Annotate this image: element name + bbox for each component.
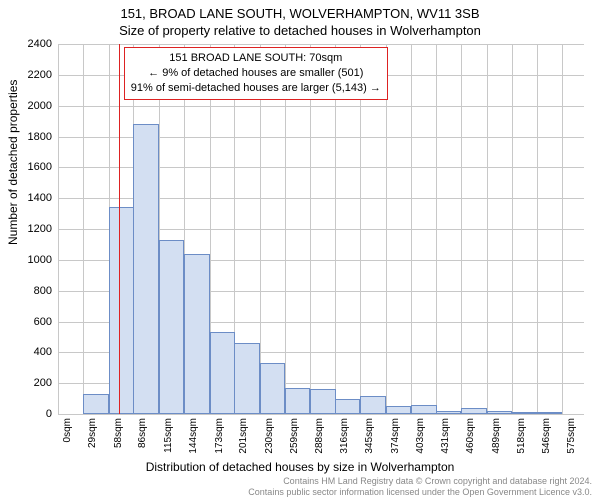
footer-line-1: Contains HM Land Registry data © Crown c… <box>0 476 592 487</box>
histogram-bar <box>159 240 184 414</box>
xtick-label: 230sqm <box>264 418 275 454</box>
title-sub: Size of property relative to detached ho… <box>0 21 600 38</box>
xtick-label: 460sqm <box>465 418 476 454</box>
histogram-bar <box>184 254 209 414</box>
chart-area: 0200400600800100012001400160018002000220… <box>58 44 584 414</box>
xtick-label: 546sqm <box>541 418 552 454</box>
plot-region: 0200400600800100012001400160018002000220… <box>58 44 584 414</box>
histogram-bar <box>487 411 512 414</box>
info-box-line: 151 BROAD LANE SOUTH: 70sqm <box>131 51 381 66</box>
xtick-label: 115sqm <box>163 418 174 453</box>
gridline-h <box>58 106 584 107</box>
x-axis-label: Distribution of detached houses by size … <box>0 460 600 474</box>
xtick-label: 29sqm <box>87 418 98 448</box>
gridline-v <box>436 44 437 414</box>
ytick-label: 2200 <box>12 69 52 81</box>
ytick-label: 2000 <box>12 100 52 112</box>
ytick-label: 400 <box>12 346 52 358</box>
xtick-label: 374sqm <box>390 418 401 454</box>
gridline-v <box>411 44 412 414</box>
xtick-label: 431sqm <box>440 418 451 454</box>
histogram-bar <box>411 405 436 414</box>
ytick-label: 1000 <box>12 254 52 266</box>
histogram-bar <box>83 394 108 414</box>
histogram-bar <box>537 412 562 414</box>
ytick-label: 1400 <box>12 192 52 204</box>
histogram-bar <box>310 389 335 414</box>
histogram-bar <box>461 408 486 414</box>
xtick-label: 144sqm <box>188 418 199 454</box>
ytick-label: 200 <box>12 377 52 389</box>
ytick-label: 2400 <box>12 38 52 50</box>
gridline-v <box>487 44 488 414</box>
histogram-bar <box>109 207 134 414</box>
histogram-bar <box>386 406 411 414</box>
ytick-label: 1800 <box>12 131 52 143</box>
footer-attribution: Contains HM Land Registry data © Crown c… <box>0 476 592 498</box>
title-main: 151, BROAD LANE SOUTH, WOLVERHAMPTON, WV… <box>0 0 600 21</box>
xtick-label: 489sqm <box>491 418 502 454</box>
xtick-label: 403sqm <box>415 418 426 454</box>
histogram-bar <box>234 343 259 414</box>
histogram-bar <box>285 388 310 414</box>
xtick-label: 58sqm <box>113 418 124 448</box>
xtick-label: 316sqm <box>339 418 350 454</box>
histogram-bar <box>436 411 461 414</box>
gridline-h <box>58 414 584 415</box>
histogram-bar <box>133 124 158 414</box>
gridline-v <box>461 44 462 414</box>
chart-container: 151, BROAD LANE SOUTH, WOLVERHAMPTON, WV… <box>0 0 600 500</box>
xtick-label: 518sqm <box>516 418 527 454</box>
gridline-v <box>58 44 59 414</box>
xtick-label: 345sqm <box>364 418 375 454</box>
ytick-label: 1600 <box>12 161 52 173</box>
gridline-h <box>58 44 584 45</box>
ytick-label: 0 <box>12 408 52 420</box>
xtick-label: 259sqm <box>289 418 300 454</box>
ytick-label: 800 <box>12 285 52 297</box>
marker-line <box>119 44 120 414</box>
footer-line-2: Contains public sector information licen… <box>0 487 592 498</box>
xtick-label: 575sqm <box>566 418 577 454</box>
info-box: 151 BROAD LANE SOUTH: 70sqm← 9% of detac… <box>124 47 388 100</box>
histogram-bar <box>512 412 537 414</box>
info-box-line: ← 9% of detached houses are smaller (501… <box>131 66 381 81</box>
ytick-label: 1200 <box>12 223 52 235</box>
gridline-v <box>562 44 563 414</box>
histogram-bar <box>210 332 235 414</box>
xtick-label: 173sqm <box>214 418 225 454</box>
xtick-label: 201sqm <box>238 418 249 454</box>
gridline-v <box>537 44 538 414</box>
histogram-bar <box>335 399 360 414</box>
gridline-v <box>83 44 84 414</box>
histogram-bar <box>260 363 285 414</box>
xtick-label: 0sqm <box>62 418 73 442</box>
xtick-label: 288sqm <box>314 418 325 454</box>
xtick-label: 86sqm <box>137 418 148 448</box>
ytick-label: 600 <box>12 316 52 328</box>
histogram-bar <box>360 396 385 415</box>
info-box-line: 91% of semi-detached houses are larger (… <box>131 81 381 96</box>
gridline-v <box>512 44 513 414</box>
